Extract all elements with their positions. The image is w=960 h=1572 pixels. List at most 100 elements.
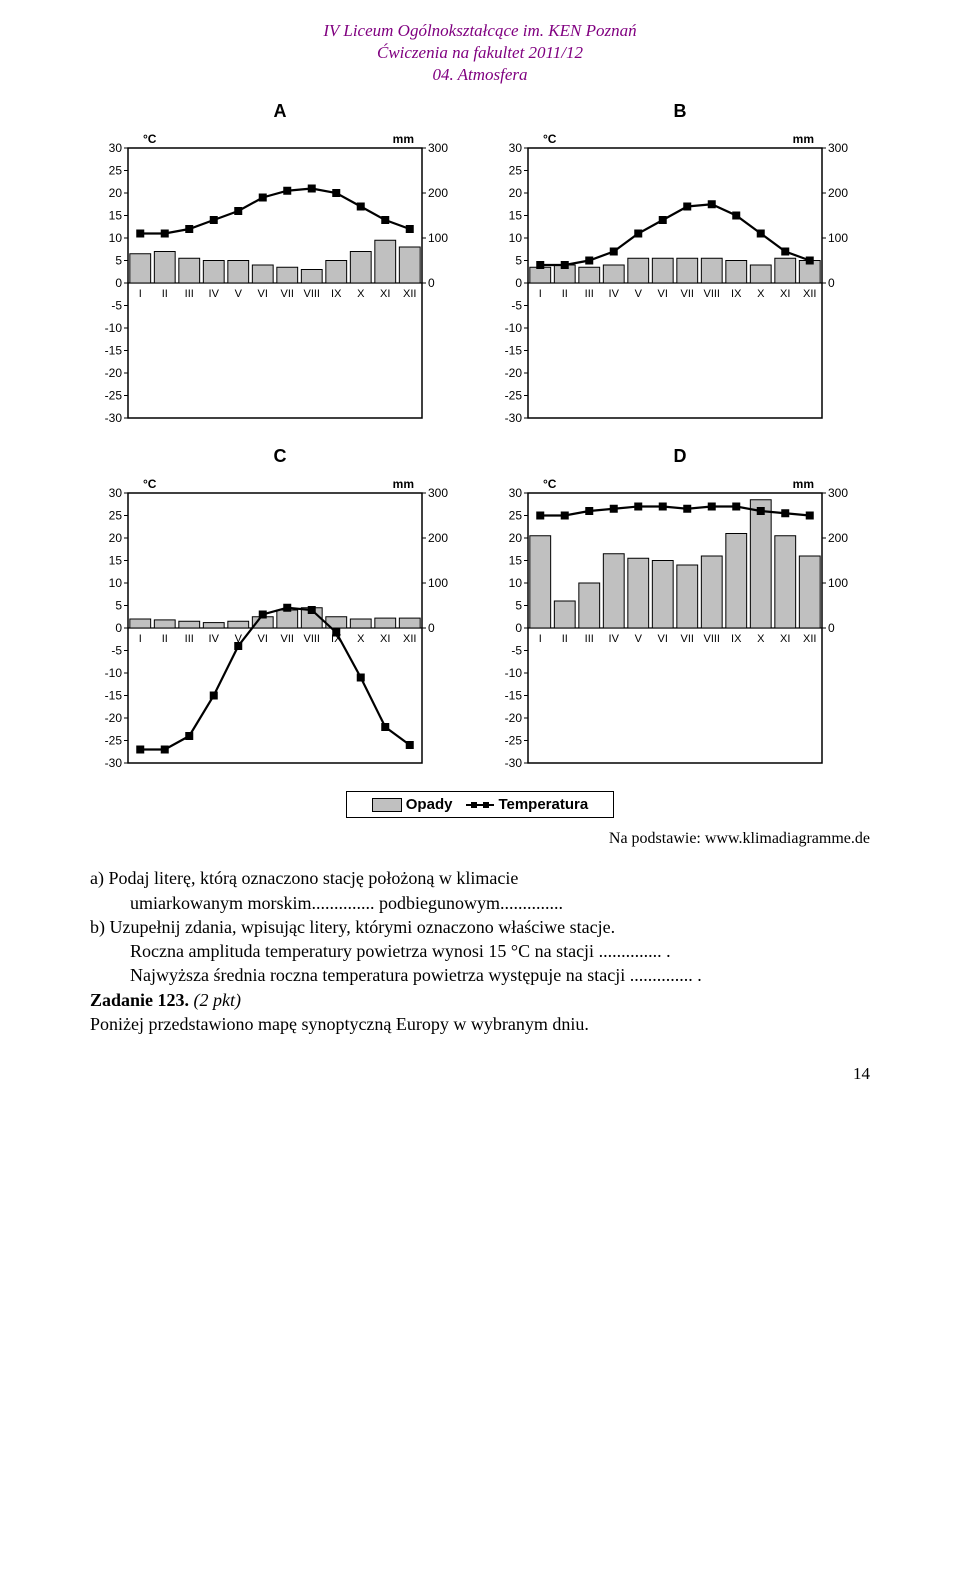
svg-text:15: 15	[509, 209, 523, 223]
legend-line-icon	[466, 804, 494, 806]
svg-text:mm: mm	[793, 132, 814, 146]
zadanie-line: Zadanie 123. (2 pkt)	[90, 988, 870, 1012]
svg-text:-5: -5	[511, 299, 522, 313]
chart-title: B	[490, 101, 870, 122]
question-a-line2: umiarkowanym morskim.............. podbi…	[90, 891, 870, 915]
svg-text:I: I	[539, 633, 542, 645]
svg-text:VIII: VIII	[703, 288, 720, 300]
svg-text:-10: -10	[505, 666, 523, 680]
svg-text:5: 5	[515, 599, 522, 613]
svg-text:IX: IX	[731, 633, 742, 645]
svg-text:15: 15	[109, 554, 123, 568]
header-line3: 04. Atmosfera	[90, 64, 870, 86]
svg-text:5: 5	[515, 254, 522, 268]
svg-text:XI: XI	[780, 633, 790, 645]
svg-text:15: 15	[509, 554, 523, 568]
svg-text:200: 200	[828, 531, 848, 545]
zadanie-pts: (2 pkt)	[189, 990, 241, 1010]
svg-text:II: II	[162, 288, 168, 300]
svg-text:X: X	[757, 288, 765, 300]
svg-text:10: 10	[509, 231, 523, 245]
svg-text:25: 25	[109, 509, 123, 523]
question-b-label: b) Uzupełnij zdania, wpisując litery, kt…	[90, 915, 870, 939]
svg-text:V: V	[235, 288, 243, 300]
svg-text:0: 0	[115, 621, 122, 635]
svg-text:mm: mm	[393, 132, 414, 146]
svg-text:-30: -30	[105, 756, 123, 770]
svg-text:VII: VII	[681, 288, 694, 300]
svg-text:-20: -20	[105, 711, 123, 725]
climate-charts-grid: A°Cmm302520151050-5-10-15-20-25-30300200…	[90, 101, 870, 781]
svg-text:5: 5	[115, 254, 122, 268]
svg-text:30: 30	[109, 486, 123, 500]
svg-text:°C: °C	[143, 132, 157, 146]
svg-text:30: 30	[509, 486, 523, 500]
chart-title: A	[90, 101, 470, 122]
svg-text:100: 100	[828, 231, 848, 245]
svg-text:VI: VI	[258, 633, 268, 645]
svg-text:IV: IV	[609, 633, 620, 645]
svg-text:XI: XI	[780, 288, 790, 300]
svg-text:100: 100	[428, 231, 448, 245]
svg-text:X: X	[357, 633, 365, 645]
svg-text:I: I	[139, 288, 142, 300]
svg-text:0: 0	[828, 276, 835, 290]
svg-text:20: 20	[509, 531, 523, 545]
svg-text:-30: -30	[505, 411, 523, 425]
header-line1: IV Liceum Ogólnokształcące im. KEN Pozna…	[90, 20, 870, 42]
document-header: IV Liceum Ogólnokształcące im. KEN Pozna…	[90, 20, 870, 86]
svg-text:XII: XII	[803, 633, 816, 645]
svg-text:-25: -25	[105, 389, 123, 403]
svg-text:-20: -20	[505, 711, 523, 725]
svg-text:mm: mm	[793, 477, 814, 491]
chart-title: D	[490, 446, 870, 467]
svg-text:100: 100	[428, 576, 448, 590]
svg-text:°C: °C	[543, 477, 557, 491]
svg-text:II: II	[562, 288, 568, 300]
legend-bar-label: Opady	[406, 796, 453, 813]
svg-text:I: I	[539, 288, 542, 300]
svg-text:VIII: VIII	[303, 633, 320, 645]
svg-text:200: 200	[428, 531, 448, 545]
svg-text:-15: -15	[105, 344, 123, 358]
svg-text:25: 25	[509, 509, 523, 523]
source-text: Na podstawie: www.klimadiagramme.de	[90, 830, 870, 848]
svg-text:0: 0	[515, 621, 522, 635]
svg-text:-10: -10	[105, 666, 123, 680]
svg-text:VI: VI	[658, 288, 668, 300]
svg-text:200: 200	[828, 186, 848, 200]
svg-text:-5: -5	[111, 644, 122, 658]
chart-legend: Opady Temperatura	[346, 791, 614, 818]
svg-text:25: 25	[509, 164, 523, 178]
svg-text:300: 300	[428, 486, 448, 500]
svg-text:20: 20	[509, 186, 523, 200]
chart-title: C	[90, 446, 470, 467]
svg-text:20: 20	[109, 186, 123, 200]
svg-text:0: 0	[115, 276, 122, 290]
svg-text:-10: -10	[105, 321, 123, 335]
svg-text:VII: VII	[281, 288, 294, 300]
svg-text:V: V	[635, 288, 643, 300]
climate-chart-D: D°Cmm302520151050-5-10-15-20-25-30300200…	[490, 446, 870, 781]
svg-text:IV: IV	[209, 633, 220, 645]
svg-text:300: 300	[428, 141, 448, 155]
svg-text:mm: mm	[393, 477, 414, 491]
svg-text:-25: -25	[505, 734, 523, 748]
svg-text:X: X	[757, 633, 765, 645]
svg-text:°C: °C	[143, 477, 157, 491]
climate-chart-B: B°Cmm302520151050-5-10-15-20-25-30300200…	[490, 101, 870, 436]
svg-text:II: II	[162, 633, 168, 645]
page-number: 14	[90, 1064, 870, 1084]
svg-text:IX: IX	[331, 288, 342, 300]
legend-line-label: Temperatura	[498, 796, 588, 813]
svg-text:-15: -15	[105, 689, 123, 703]
svg-text:-10: -10	[505, 321, 523, 335]
svg-text:-25: -25	[505, 389, 523, 403]
svg-text:IV: IV	[209, 288, 220, 300]
svg-text:30: 30	[509, 141, 523, 155]
svg-text:300: 300	[828, 486, 848, 500]
svg-text:-30: -30	[505, 756, 523, 770]
svg-text:VI: VI	[258, 288, 268, 300]
svg-text:XII: XII	[803, 288, 816, 300]
svg-text:II: II	[562, 633, 568, 645]
